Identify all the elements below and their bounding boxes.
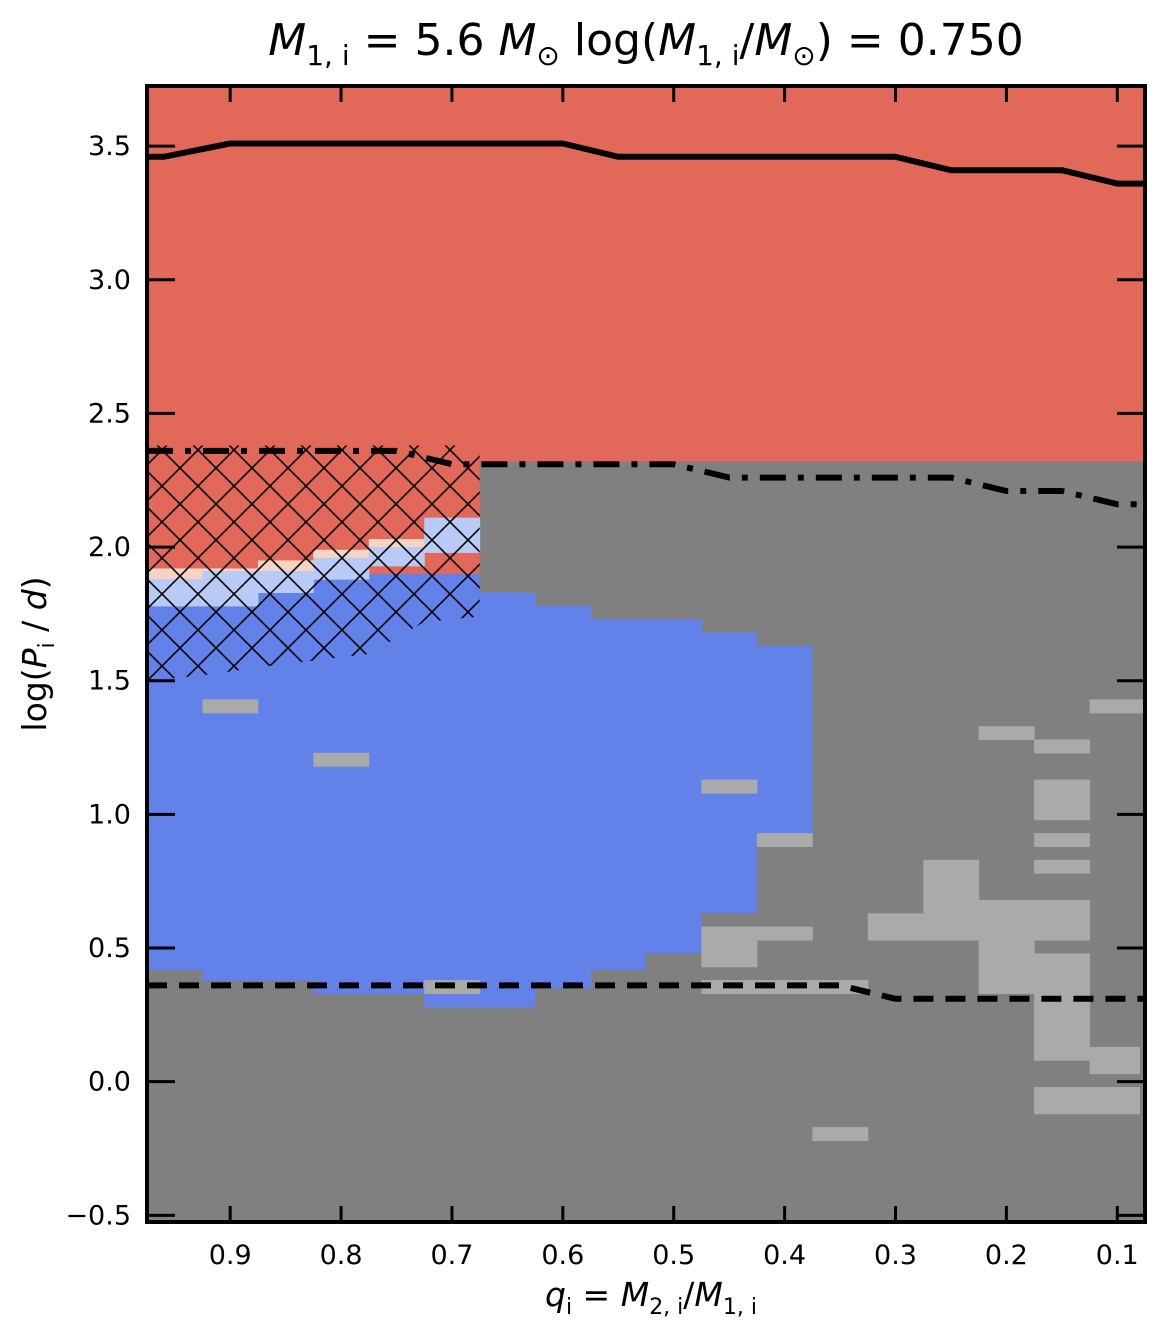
x-tick-label: 0.2: [985, 1240, 1028, 1271]
region-lightgrey-42: [701, 940, 758, 968]
region-blue-9: [479, 592, 536, 989]
line-dashdot-1: [147, 447, 1145, 508]
line-dashed-2: [147, 982, 1145, 1002]
y-tick-label: 0.0: [88, 1067, 131, 1098]
region-lightgrey-54: [1034, 779, 1091, 821]
hatch-polygon: [147, 445, 480, 681]
region-darkgrey-5: [535, 461, 592, 607]
y-tick-label: 2.0: [88, 532, 131, 563]
region-lightgrey-52: [978, 726, 1035, 741]
y-tick-label: 3.0: [88, 265, 131, 296]
y-tick-label: 1.5: [88, 666, 131, 697]
region-darkgrey-34: [756, 833, 813, 1222]
x-tick-label: 0.4: [763, 1240, 806, 1271]
y-tick-label: 0.5: [88, 933, 131, 964]
x-tick-label: 0.9: [209, 1240, 252, 1271]
x-tick-label: 0.1: [1096, 1240, 1139, 1271]
region-lightgrey-60: [1034, 1087, 1140, 1115]
region-lightgrey-39: [701, 779, 758, 794]
region-blue-11: [590, 619, 702, 962]
region-darkgrey-36: [646, 953, 702, 1222]
heatmap-regions: [147, 86, 1145, 1222]
hatched-region: [147, 445, 480, 681]
x-tick-label: 0.3: [874, 1240, 917, 1271]
region-lightgrey-40: [756, 833, 813, 847]
region-lightgrey-57: [1089, 699, 1145, 714]
region-lightgrey-59: [1089, 1046, 1140, 1075]
region-lightgrey-55: [1034, 833, 1091, 847]
chart-title: M1, i = 5.6 M⊙ log(M1, i/M⊙) = 0.750: [268, 15, 1023, 72]
region-darkgrey-4: [479, 461, 536, 594]
boundary-lines: [147, 140, 1145, 1002]
region-darkgrey-8: [756, 461, 813, 647]
region-darkgrey-6: [590, 461, 702, 620]
x-tick-label: 0.5: [652, 1240, 695, 1271]
region-lightgrey-46: [812, 1127, 869, 1141]
axis-ticks: 0.9 0.8 0.7 0.6 0.5 0.4 0.3 0.2 0.1 −0.5 0.0 0.5 1.0…: [65, 86, 1145, 1271]
line-solid-0: [147, 140, 1145, 187]
region-lightgrey-38: [313, 752, 370, 767]
x-tick-label: 0.6: [541, 1240, 584, 1271]
x-tick-label: 0.8: [320, 1240, 363, 1271]
y-tick-label: 1.0: [88, 799, 131, 830]
region-lightgrey-47: [867, 913, 980, 941]
region-lightgrey-41: [701, 926, 813, 941]
region-lightgrey-50: [978, 940, 1035, 994]
y-tick-label: 3.5: [88, 131, 131, 162]
x-tick-label: 0.7: [430, 1240, 473, 1271]
region-lightgrey-49: [978, 899, 1091, 941]
region-darkgrey-7: [701, 461, 758, 634]
region-blue-10: [535, 605, 592, 989]
region-lightgrey-51: [1034, 953, 1091, 994]
x-axis-title: qi = M2, i/M1, i: [545, 1275, 757, 1320]
region-lightgrey-48: [923, 859, 980, 914]
y-axis-title: log(Pi / d): [15, 576, 60, 731]
region-lightgrey-37: [202, 699, 259, 714]
plot-area: [147, 86, 1145, 1222]
y-tick-label: 2.5: [88, 398, 131, 429]
region-blue-12: [701, 632, 758, 914]
plot-frame: [145, 84, 1147, 1224]
region-blue-13: [756, 645, 813, 834]
region-lightgrey-56: [1034, 859, 1091, 874]
region-blue-14: [202, 961, 481, 981]
region-red-0: [147, 86, 1145, 468]
y-tick-label: −0.5: [65, 1200, 131, 1231]
region-lightgrey-58: [1034, 993, 1091, 1061]
region-lightgrey-53: [1034, 739, 1091, 754]
